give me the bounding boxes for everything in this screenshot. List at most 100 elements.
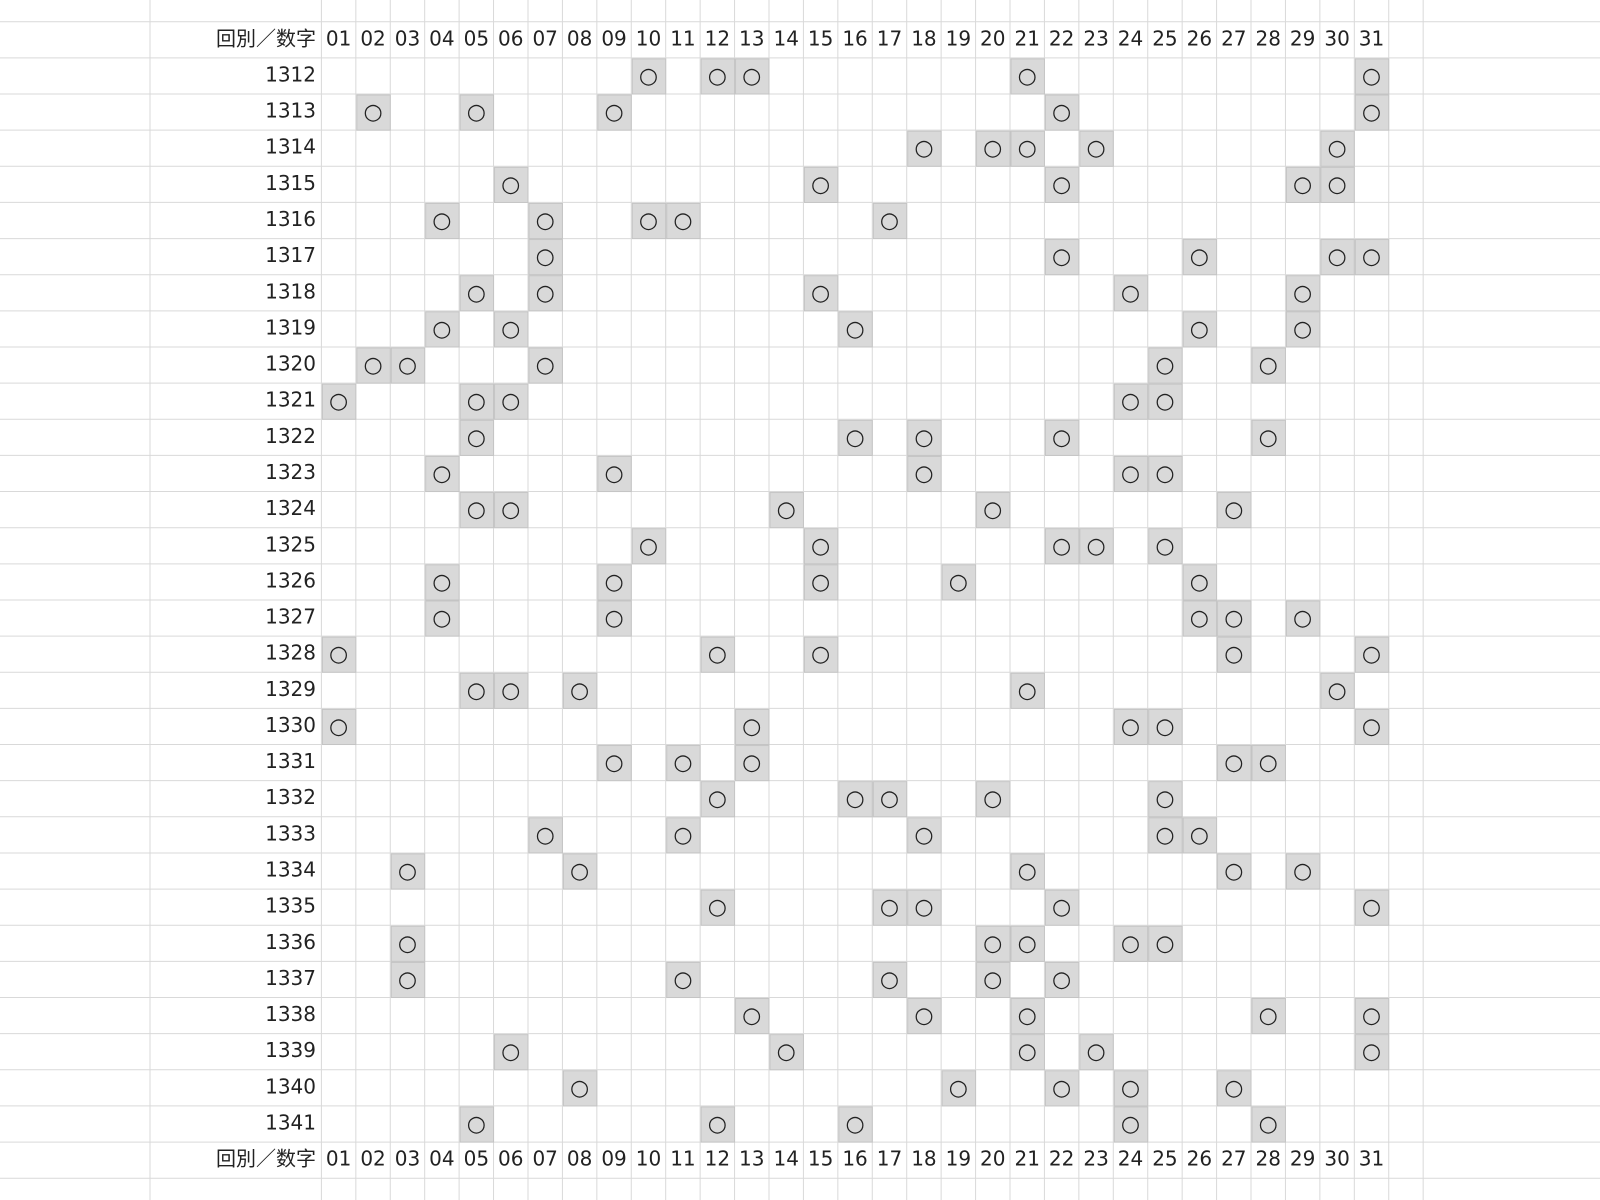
highlight-cell xyxy=(562,853,598,890)
highlight-cell xyxy=(1320,672,1355,709)
hit-mark: ○ xyxy=(1052,100,1071,125)
hit-mark: ○ xyxy=(467,100,486,125)
hit-mark: ○ xyxy=(467,1112,486,1137)
hit-mark: ○ xyxy=(1293,172,1312,197)
hit-mark: ○ xyxy=(1259,1112,1278,1137)
highlight-cell xyxy=(425,455,460,493)
hit-mark: ○ xyxy=(742,64,761,89)
highlight-cell xyxy=(597,745,632,782)
highlight-cell xyxy=(838,781,873,818)
column-header: 26 xyxy=(1187,26,1212,50)
row-label: 1339 xyxy=(265,1038,316,1062)
column-header: 23 xyxy=(1083,26,1108,50)
column-header: 06 xyxy=(498,26,523,50)
column-header: 19 xyxy=(946,26,971,50)
column-header: 07 xyxy=(532,26,557,50)
row-label: 1320 xyxy=(265,352,316,376)
column-header: 27 xyxy=(1221,26,1246,50)
highlight-cell xyxy=(494,1034,529,1071)
hit-mark: ○ xyxy=(845,425,864,450)
hit-mark: ○ xyxy=(1327,678,1346,703)
column-header: 04 xyxy=(429,1147,454,1171)
highlight-cell xyxy=(976,925,1011,962)
column-header: 05 xyxy=(464,1147,489,1171)
row-label: 1341 xyxy=(265,1111,316,1135)
column-header: 25 xyxy=(1152,1147,1177,1171)
highlight-cell xyxy=(700,781,736,818)
hit-mark: ○ xyxy=(845,317,864,342)
highlight-cell xyxy=(769,492,804,529)
column-header: 10 xyxy=(636,1147,661,1171)
highlight-cell xyxy=(907,419,942,456)
row-label: 1316 xyxy=(265,207,316,231)
column-header: 07 xyxy=(532,1147,557,1171)
highlight-cell xyxy=(666,817,701,854)
column-header: 16 xyxy=(842,1147,867,1171)
highlight-cell xyxy=(390,347,426,384)
hit-mark: ○ xyxy=(1362,895,1381,920)
column-header: 12 xyxy=(705,26,730,50)
hit-mark: ○ xyxy=(1155,823,1174,848)
highlight-cell xyxy=(528,275,563,312)
highlight-cell xyxy=(1113,383,1149,420)
hit-mark: ○ xyxy=(949,1076,968,1101)
hit-mark: ○ xyxy=(1018,859,1037,884)
hit-mark: ○ xyxy=(1362,245,1381,270)
highlight-cell xyxy=(1044,528,1080,565)
hit-mark: ○ xyxy=(1052,172,1071,197)
column-header: 01 xyxy=(326,1147,351,1171)
hit-mark: ○ xyxy=(1018,931,1037,956)
hit-mark: ○ xyxy=(1052,895,1071,920)
hit-mark: ○ xyxy=(983,967,1002,992)
highlight-cell xyxy=(1113,455,1149,493)
hit-mark: ○ xyxy=(1086,534,1105,559)
hit-mark: ○ xyxy=(1121,461,1140,486)
hit-mark: ○ xyxy=(329,714,348,739)
highlight-cell xyxy=(1079,528,1114,565)
highlight-cell xyxy=(1251,998,1286,1035)
hit-mark: ○ xyxy=(1224,859,1243,884)
highlight-cell xyxy=(976,961,1011,999)
column-header: 18 xyxy=(911,26,936,50)
hit-mark: ○ xyxy=(1121,1112,1140,1137)
row-label: 1337 xyxy=(265,966,316,990)
hit-mark: ○ xyxy=(1155,461,1174,486)
hit-mark: ○ xyxy=(398,967,417,992)
row-label: 1340 xyxy=(265,1074,316,1098)
hit-mark: ○ xyxy=(1155,353,1174,378)
highlight-cell xyxy=(872,961,908,999)
highlight-cell xyxy=(459,275,495,312)
highlight-cell xyxy=(356,347,391,384)
hit-mark: ○ xyxy=(501,678,520,703)
highlight-cell xyxy=(803,564,839,601)
highlight-cell xyxy=(700,636,736,673)
hit-mark: ○ xyxy=(880,895,899,920)
column-header: 29 xyxy=(1290,26,1315,50)
highlight-cell xyxy=(735,998,770,1035)
row-label: 1328 xyxy=(265,641,316,665)
highlight-cell xyxy=(1354,1034,1390,1071)
hit-mark: ○ xyxy=(1362,1040,1381,1065)
highlight-cell xyxy=(1148,528,1183,565)
highlight-cell xyxy=(494,166,529,203)
hit-mark: ○ xyxy=(811,172,830,197)
highlight-cell xyxy=(1320,239,1355,276)
hit-mark: ○ xyxy=(1121,281,1140,306)
highlight-cell xyxy=(597,94,632,131)
highlight-cell xyxy=(528,202,563,240)
highlight-cell xyxy=(872,202,908,240)
highlight-cell xyxy=(1044,94,1080,131)
highlight-cell xyxy=(1320,166,1355,203)
hit-mark: ○ xyxy=(329,389,348,414)
hit-mark: ○ xyxy=(1327,172,1346,197)
highlight-cell xyxy=(735,708,770,746)
hit-mark: ○ xyxy=(708,642,727,667)
highlight-cell xyxy=(1148,817,1183,854)
highlight-cell xyxy=(976,130,1011,167)
hit-mark: ○ xyxy=(1327,245,1346,270)
hit-mark: ○ xyxy=(1224,751,1243,776)
highlight-cell xyxy=(907,817,942,854)
highlight-cell xyxy=(1217,1070,1252,1107)
column-header: 02 xyxy=(360,26,385,50)
hit-mark: ○ xyxy=(880,787,899,812)
